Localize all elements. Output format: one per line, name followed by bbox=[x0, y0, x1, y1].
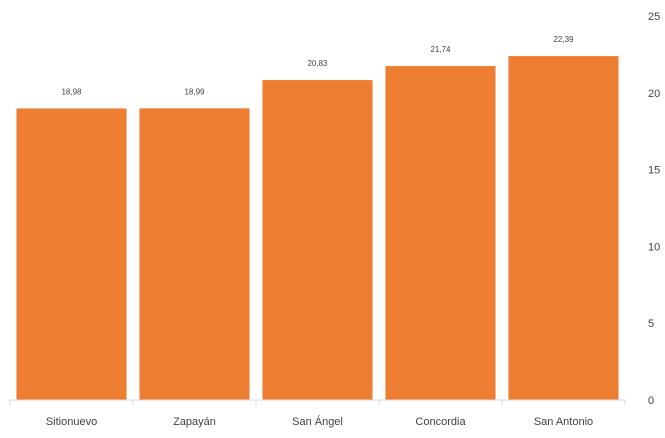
bars-layer bbox=[16, 56, 619, 401]
bar bbox=[262, 80, 373, 400]
y-tick-label: 0 bbox=[648, 395, 654, 407]
x-tick-label: Sitionuevo bbox=[46, 416, 97, 428]
data-label: 22,39 bbox=[553, 35, 574, 44]
data-labels-layer: 18,98 18,99 20,83 21,74 22,39 bbox=[61, 35, 574, 96]
data-label: 18,99 bbox=[184, 87, 205, 96]
data-label: 18,98 bbox=[61, 87, 82, 96]
y-axis: 0 5 10 15 20 25 bbox=[648, 11, 660, 407]
data-label: 20,83 bbox=[307, 59, 328, 68]
y-tick-label: 20 bbox=[648, 88, 660, 100]
y-tick-label: 5 bbox=[648, 318, 654, 330]
x-tick-label: San Ángel bbox=[292, 415, 343, 428]
bar bbox=[16, 108, 127, 401]
y-tick-label: 10 bbox=[648, 241, 660, 253]
bar bbox=[385, 66, 496, 400]
x-tick-label: San Antonio bbox=[534, 416, 593, 428]
x-tick-label: Concordia bbox=[415, 416, 466, 428]
y-tick-label: 15 bbox=[648, 165, 660, 177]
x-axis: Sitionuevo Zapayán San Ángel Concordia San A… bbox=[9, 399, 626, 428]
x-tick-label: Zapayán bbox=[173, 416, 216, 428]
bar bbox=[508, 56, 619, 400]
y-tick-label: 25 bbox=[648, 11, 660, 23]
bar bbox=[139, 108, 250, 400]
data-label: 21,74 bbox=[430, 45, 451, 54]
